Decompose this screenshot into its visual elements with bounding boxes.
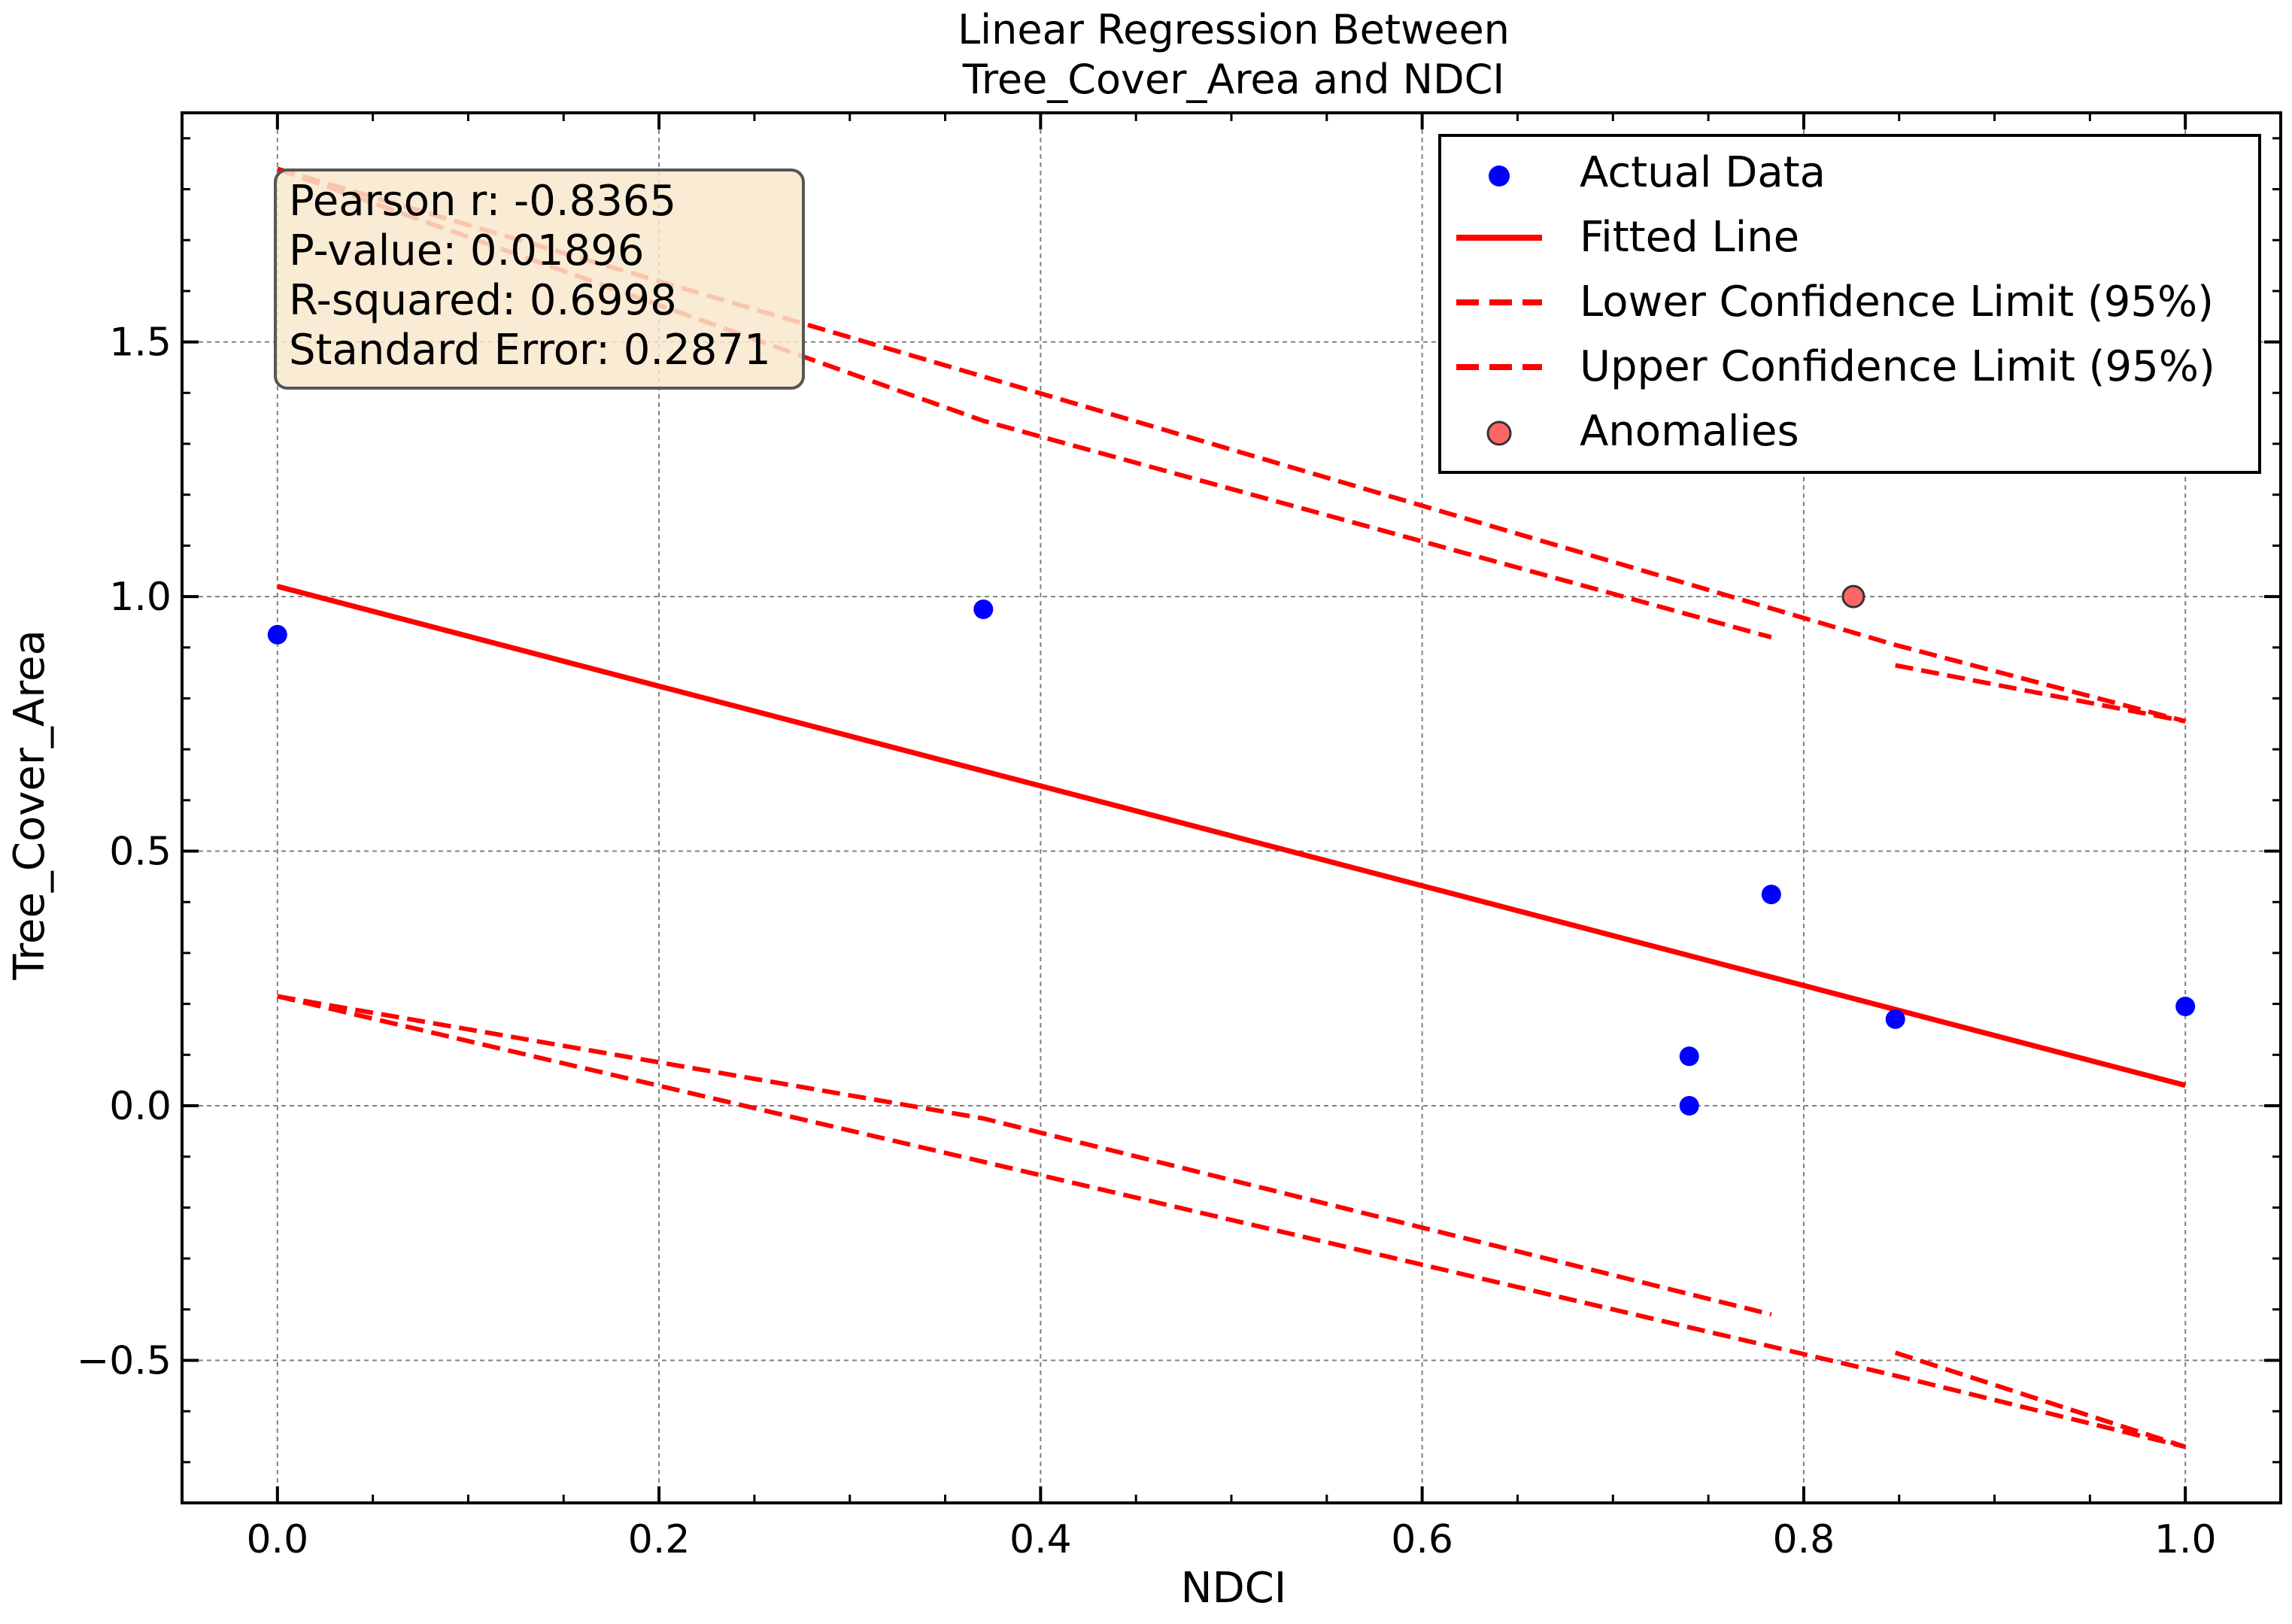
stats-annotation-box xyxy=(274,168,805,390)
data-point xyxy=(1885,1009,1905,1029)
legend-label-fitted-line: Fitted Line xyxy=(1580,213,1799,262)
legend-marker-anomalies xyxy=(1486,420,1512,446)
x-tick-label: 0.8 xyxy=(1773,1517,1835,1562)
stats-pearson-r: Pearson r: -0.8365 xyxy=(289,177,676,226)
lower-confidence-line xyxy=(277,994,1772,1317)
stats-p-value: P-value: 0.01896 xyxy=(289,226,644,275)
x-tick-label: 1.0 xyxy=(2154,1517,2217,1562)
legend-label-upper-confidence: Upper Confidence Limit (95%) xyxy=(1580,342,2215,391)
x-tick-label: 0.0 xyxy=(246,1517,308,1562)
axis-ticks xyxy=(181,113,2282,1503)
chart-title-line-2: Tree_Cover_Area and NDCI xyxy=(962,56,1504,103)
tick-labels: 0.0 0.2 0.4 0.6 0.8 1.0 −0.5 0.0 0.5 1.0 1.5 xyxy=(77,320,2217,1562)
data-point xyxy=(1679,1096,1699,1116)
anomaly-point xyxy=(1841,584,1865,609)
legend-label-actual-data: Actual Data xyxy=(1580,148,1826,197)
lower-confidence-line xyxy=(1894,1350,2187,1449)
upper-confidence-line xyxy=(277,994,2186,1449)
data-point xyxy=(973,600,994,619)
data-point xyxy=(1761,885,1781,905)
data-point xyxy=(2175,997,2196,1016)
upper-confidence-line xyxy=(276,166,2186,724)
x-tick-label: 0.4 xyxy=(1009,1517,1072,1562)
data-point xyxy=(1679,1046,1699,1067)
stats-standard-error: Standard Error: 0.2871 xyxy=(289,326,771,375)
legend-box xyxy=(1438,134,2261,474)
fitted-line xyxy=(276,584,2187,1088)
legend-label-anomalies: Anomalies xyxy=(1580,407,1799,456)
y-tick-label: 0.0 xyxy=(109,1084,172,1129)
legend-marker-actual-data xyxy=(1489,165,1510,187)
legend: Actual Data Fitted Line Lower Confidence… xyxy=(1438,134,2261,474)
y-tick-label: 1.0 xyxy=(109,575,172,620)
y-tick-label: −0.5 xyxy=(77,1338,172,1383)
y-axis-label: Tree_Cover_Area xyxy=(5,630,54,981)
stats-annotation: Pearson r: -0.8365 P-value: 0.01896 R-sq… xyxy=(274,168,805,390)
y-tick-label: 0.5 xyxy=(109,830,172,875)
legend-label-lower-confidence: Lower Confidence Limit (95%) xyxy=(1580,278,2214,326)
data-point xyxy=(267,624,287,645)
x-axis-label: NDCI xyxy=(1181,1564,1287,1613)
y-tick-label: 1.5 xyxy=(109,320,172,366)
x-tick-label: 0.2 xyxy=(628,1517,691,1562)
chart-title-line-1: Linear Regression Between xyxy=(958,6,1510,53)
stats-r-squared: R-squared: 0.6998 xyxy=(289,276,677,325)
lower-confidence-line xyxy=(1895,663,2186,724)
x-tick-label: 0.6 xyxy=(1391,1517,1453,1562)
